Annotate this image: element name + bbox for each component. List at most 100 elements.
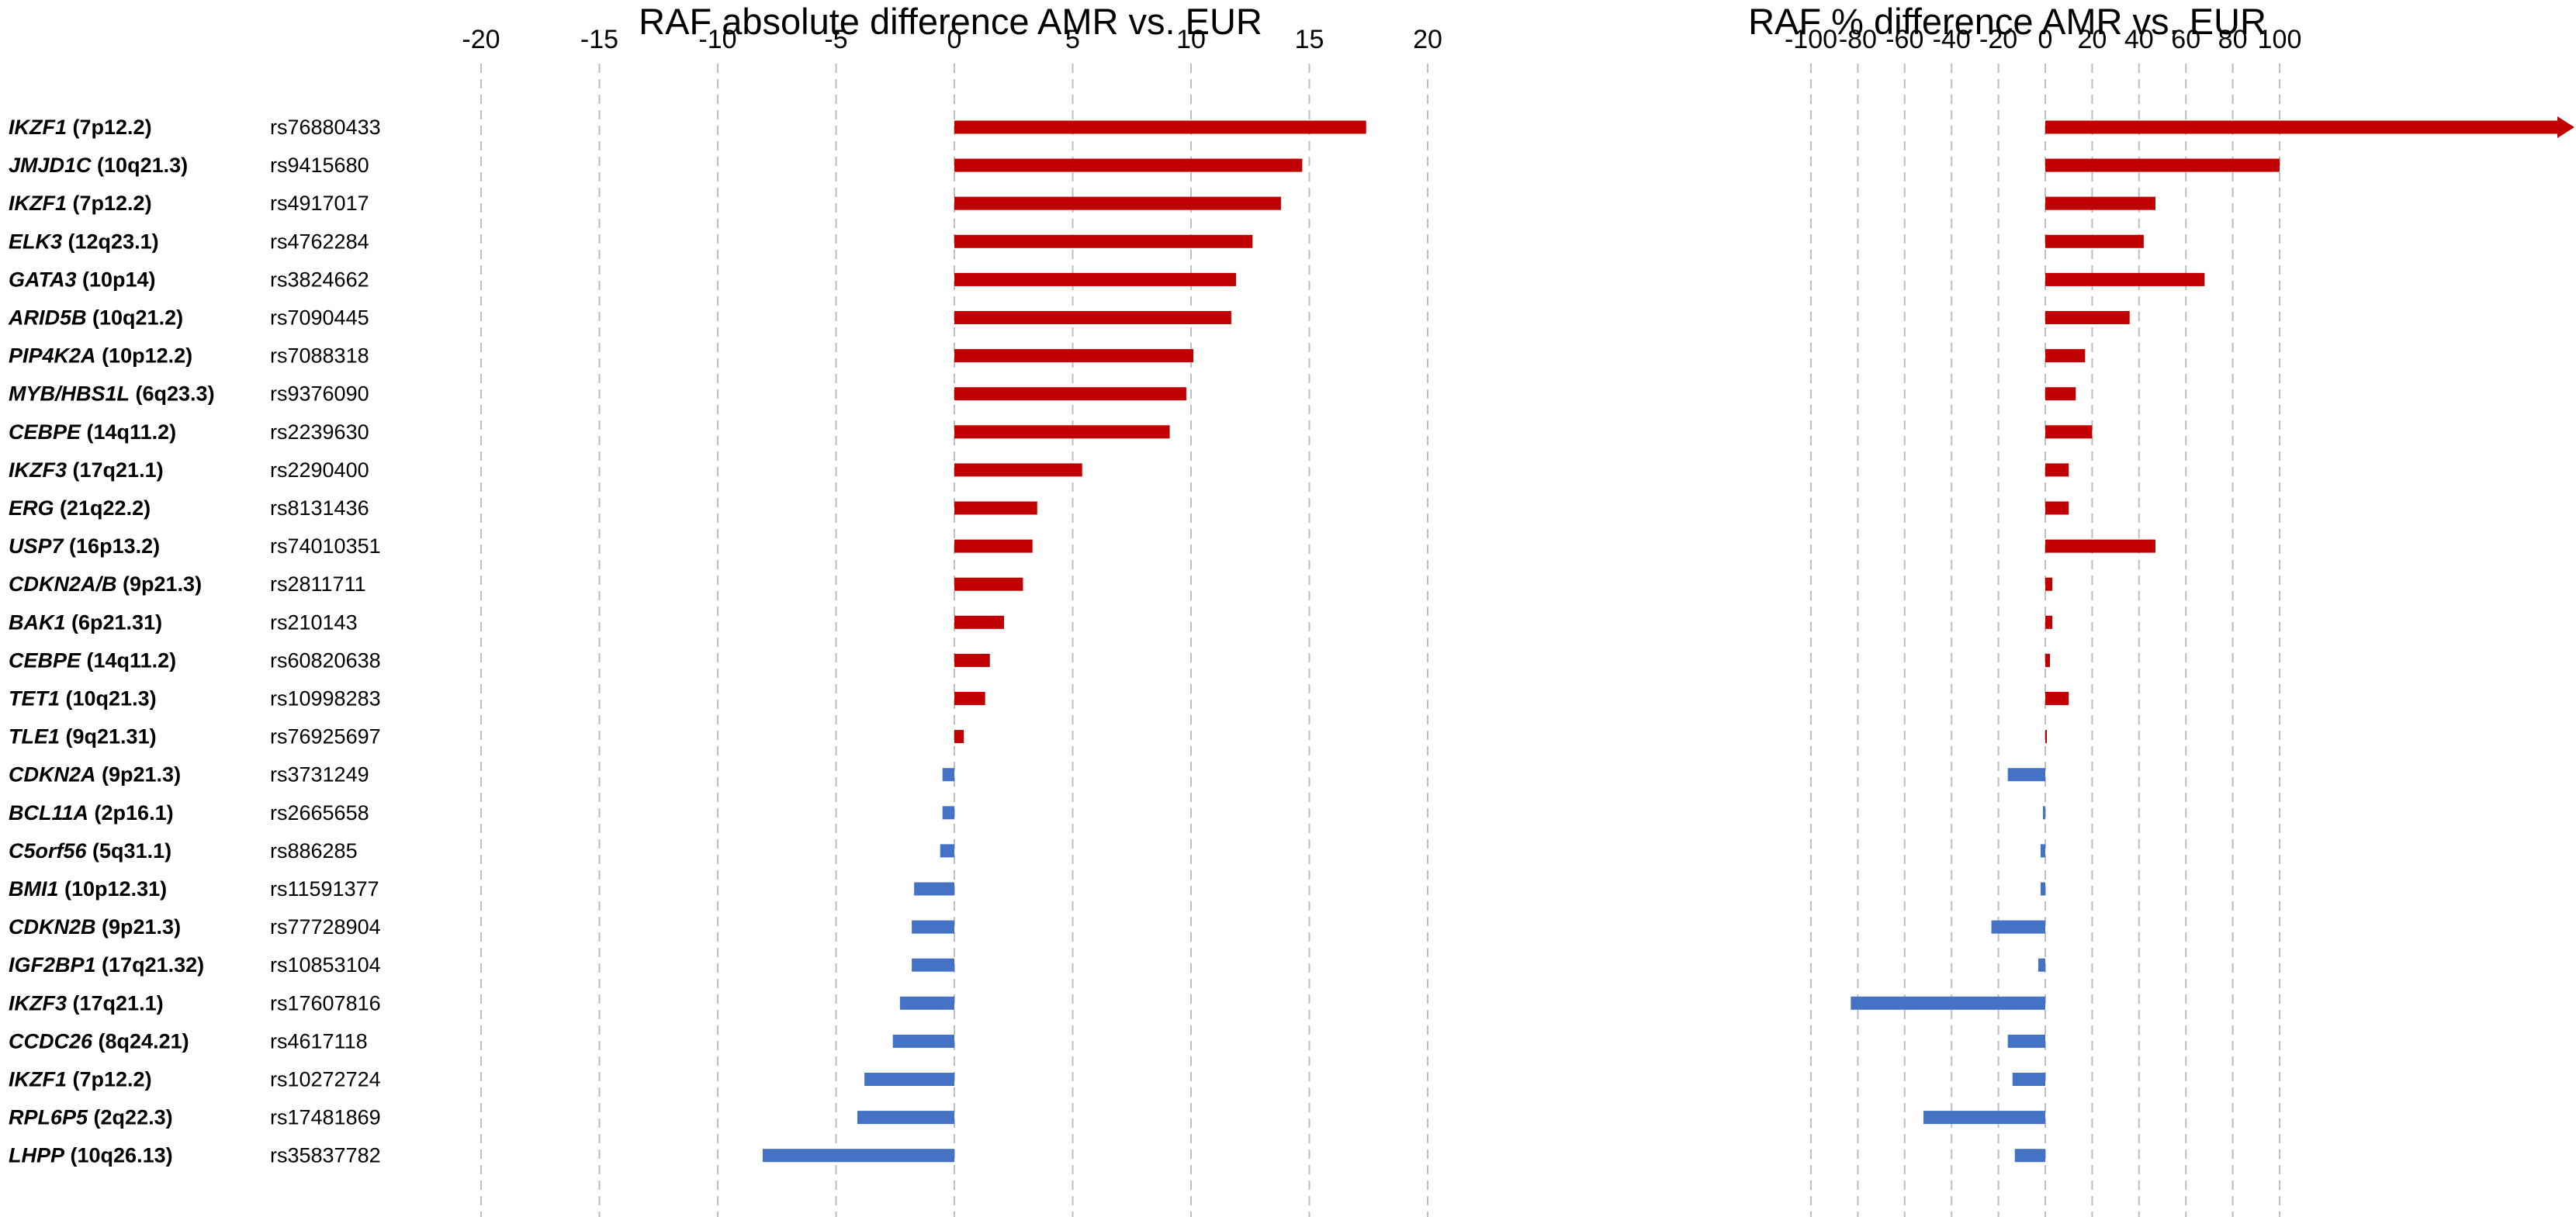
cytoband: (10q21.3) bbox=[92, 154, 189, 177]
snp-id: rs8131436 bbox=[270, 496, 369, 520]
snp-id: rs10272724 bbox=[270, 1068, 381, 1091]
row-label: MYB/HBS1L (6q23.3) bbox=[9, 382, 215, 406]
snp-id: rs10998283 bbox=[270, 687, 381, 710]
percent-difference-chart: RAF % difference AMR vs. EUR-100 -80 -60 -4… bbox=[1748, 1, 2574, 1217]
cytoband: (9p21.3) bbox=[96, 915, 182, 939]
bar bbox=[954, 196, 1281, 210]
bar bbox=[940, 844, 954, 858]
row-label: CDKN2A/B (9p21.3) bbox=[9, 572, 202, 596]
cytoband: (14q11.2) bbox=[81, 648, 176, 672]
cytoband: (7p12.2) bbox=[67, 1068, 152, 1091]
bar bbox=[2045, 577, 2053, 591]
snp-id: rs76880433 bbox=[270, 116, 381, 139]
cytoband: (10q26.13) bbox=[64, 1144, 173, 1167]
snp-id: rs17607816 bbox=[270, 991, 381, 1015]
bar bbox=[2007, 1034, 2045, 1048]
row-label: ELK3 (12q23.1) bbox=[9, 230, 159, 253]
bar bbox=[864, 1073, 954, 1086]
bar bbox=[2045, 196, 2155, 210]
tick-label: -20 bbox=[462, 25, 500, 54]
row-label: BMI1 (10p12.31) bbox=[9, 877, 167, 901]
bar bbox=[2045, 653, 2051, 667]
cytoband: (6p21.31) bbox=[66, 610, 163, 634]
bar bbox=[954, 463, 1082, 477]
gene-name: ERG bbox=[9, 496, 54, 520]
snp-id: rs7090445 bbox=[270, 306, 369, 330]
bar bbox=[2014, 1149, 2045, 1163]
gene-name: CEBPE bbox=[9, 420, 81, 444]
row-label: USP7 (16p13.2) bbox=[9, 534, 160, 558]
snp-id: rs2290400 bbox=[270, 458, 369, 482]
bar bbox=[942, 768, 954, 782]
tick-label: -15 bbox=[580, 25, 618, 54]
bar bbox=[2007, 768, 2045, 782]
cytoband: (10p12.2) bbox=[96, 344, 193, 368]
tick-label: 5 bbox=[1065, 25, 1080, 54]
cytoband: (10q21.3) bbox=[60, 687, 157, 710]
bar bbox=[2045, 730, 2047, 744]
row-label: C5orf56 (5q31.1) bbox=[9, 839, 171, 863]
snp-id: rs35837782 bbox=[270, 1144, 381, 1167]
cytoband: (10q21.2) bbox=[87, 306, 184, 330]
row-label: IKZF1 (7p12.2) bbox=[9, 116, 152, 139]
bar bbox=[954, 349, 1194, 363]
row-label: LHPP (10q26.13) bbox=[9, 1144, 173, 1167]
cytoband: (10p14) bbox=[77, 268, 156, 291]
snp-id: rs4762284 bbox=[270, 230, 369, 253]
bar bbox=[2045, 158, 2280, 172]
snp-id: rs4617118 bbox=[270, 1029, 368, 1053]
snp-id: rs9415680 bbox=[270, 154, 369, 177]
gene-name: C5orf56 bbox=[9, 839, 88, 863]
tick-label: 80 bbox=[2218, 25, 2248, 54]
bar bbox=[954, 692, 985, 705]
snp-id: rs60820638 bbox=[270, 648, 381, 672]
gene-name: CDKN2A bbox=[9, 763, 96, 787]
cytoband: (6q23.3) bbox=[130, 382, 215, 406]
row-label: TET1 (10q21.3) bbox=[9, 687, 157, 710]
bar bbox=[892, 1034, 954, 1048]
row-label: ERG (21q22.2) bbox=[9, 496, 151, 520]
bar bbox=[954, 311, 1231, 324]
bar bbox=[954, 730, 964, 744]
bar bbox=[2045, 463, 2069, 477]
gene-name: IKZF3 bbox=[9, 991, 67, 1015]
bar bbox=[912, 920, 954, 934]
gene-name: TLE1 bbox=[9, 725, 60, 749]
cytoband: (17q21.32) bbox=[96, 953, 205, 977]
snp-id: rs2665658 bbox=[270, 801, 369, 825]
gene-name: IKZF1 bbox=[9, 192, 67, 215]
gene-name: IGF2BP1 bbox=[9, 953, 96, 977]
cytoband: (12q23.1) bbox=[62, 230, 159, 253]
cytoband: (7p12.2) bbox=[67, 192, 152, 215]
bar bbox=[2038, 958, 2045, 972]
gene-name: GATA3 bbox=[9, 268, 77, 291]
cytoband: (16p13.2) bbox=[64, 534, 161, 558]
bar bbox=[2012, 1073, 2045, 1086]
row-label: GATA3 (10p14) bbox=[9, 268, 156, 291]
snp-id: rs3731249 bbox=[270, 763, 369, 787]
tick-label: 60 bbox=[2171, 25, 2200, 54]
snp-id: rs886285 bbox=[270, 839, 358, 863]
cytoband: (10p12.31) bbox=[59, 877, 168, 901]
tick-label: -80 bbox=[1839, 25, 1877, 54]
cytoband: (2q22.3) bbox=[88, 1106, 173, 1129]
snp-id: rs2239630 bbox=[270, 420, 369, 444]
snp-id: rs77728904 bbox=[270, 915, 381, 939]
gene-name: BMI1 bbox=[9, 877, 59, 901]
snp-id: rs210143 bbox=[270, 610, 358, 634]
gene-name: JMJD1C bbox=[9, 154, 92, 177]
tick-label: -40 bbox=[1933, 25, 1971, 54]
gene-name: CCDC26 bbox=[9, 1029, 93, 1053]
bar bbox=[2045, 692, 2069, 705]
bar bbox=[2045, 539, 2155, 553]
cytoband: (21q22.2) bbox=[54, 496, 151, 520]
row-label: PIP4K2A (10p12.2) bbox=[9, 344, 192, 368]
row-label: CCDC26 (8q24.21) bbox=[9, 1029, 189, 1053]
snp-id: rs7088318 bbox=[270, 344, 369, 368]
tick-label: 10 bbox=[1176, 25, 1206, 54]
bar bbox=[2042, 806, 2045, 820]
cytoband: (17q21.1) bbox=[67, 991, 164, 1015]
bar bbox=[2045, 234, 2144, 248]
gene-name: CDKN2B bbox=[9, 915, 96, 939]
